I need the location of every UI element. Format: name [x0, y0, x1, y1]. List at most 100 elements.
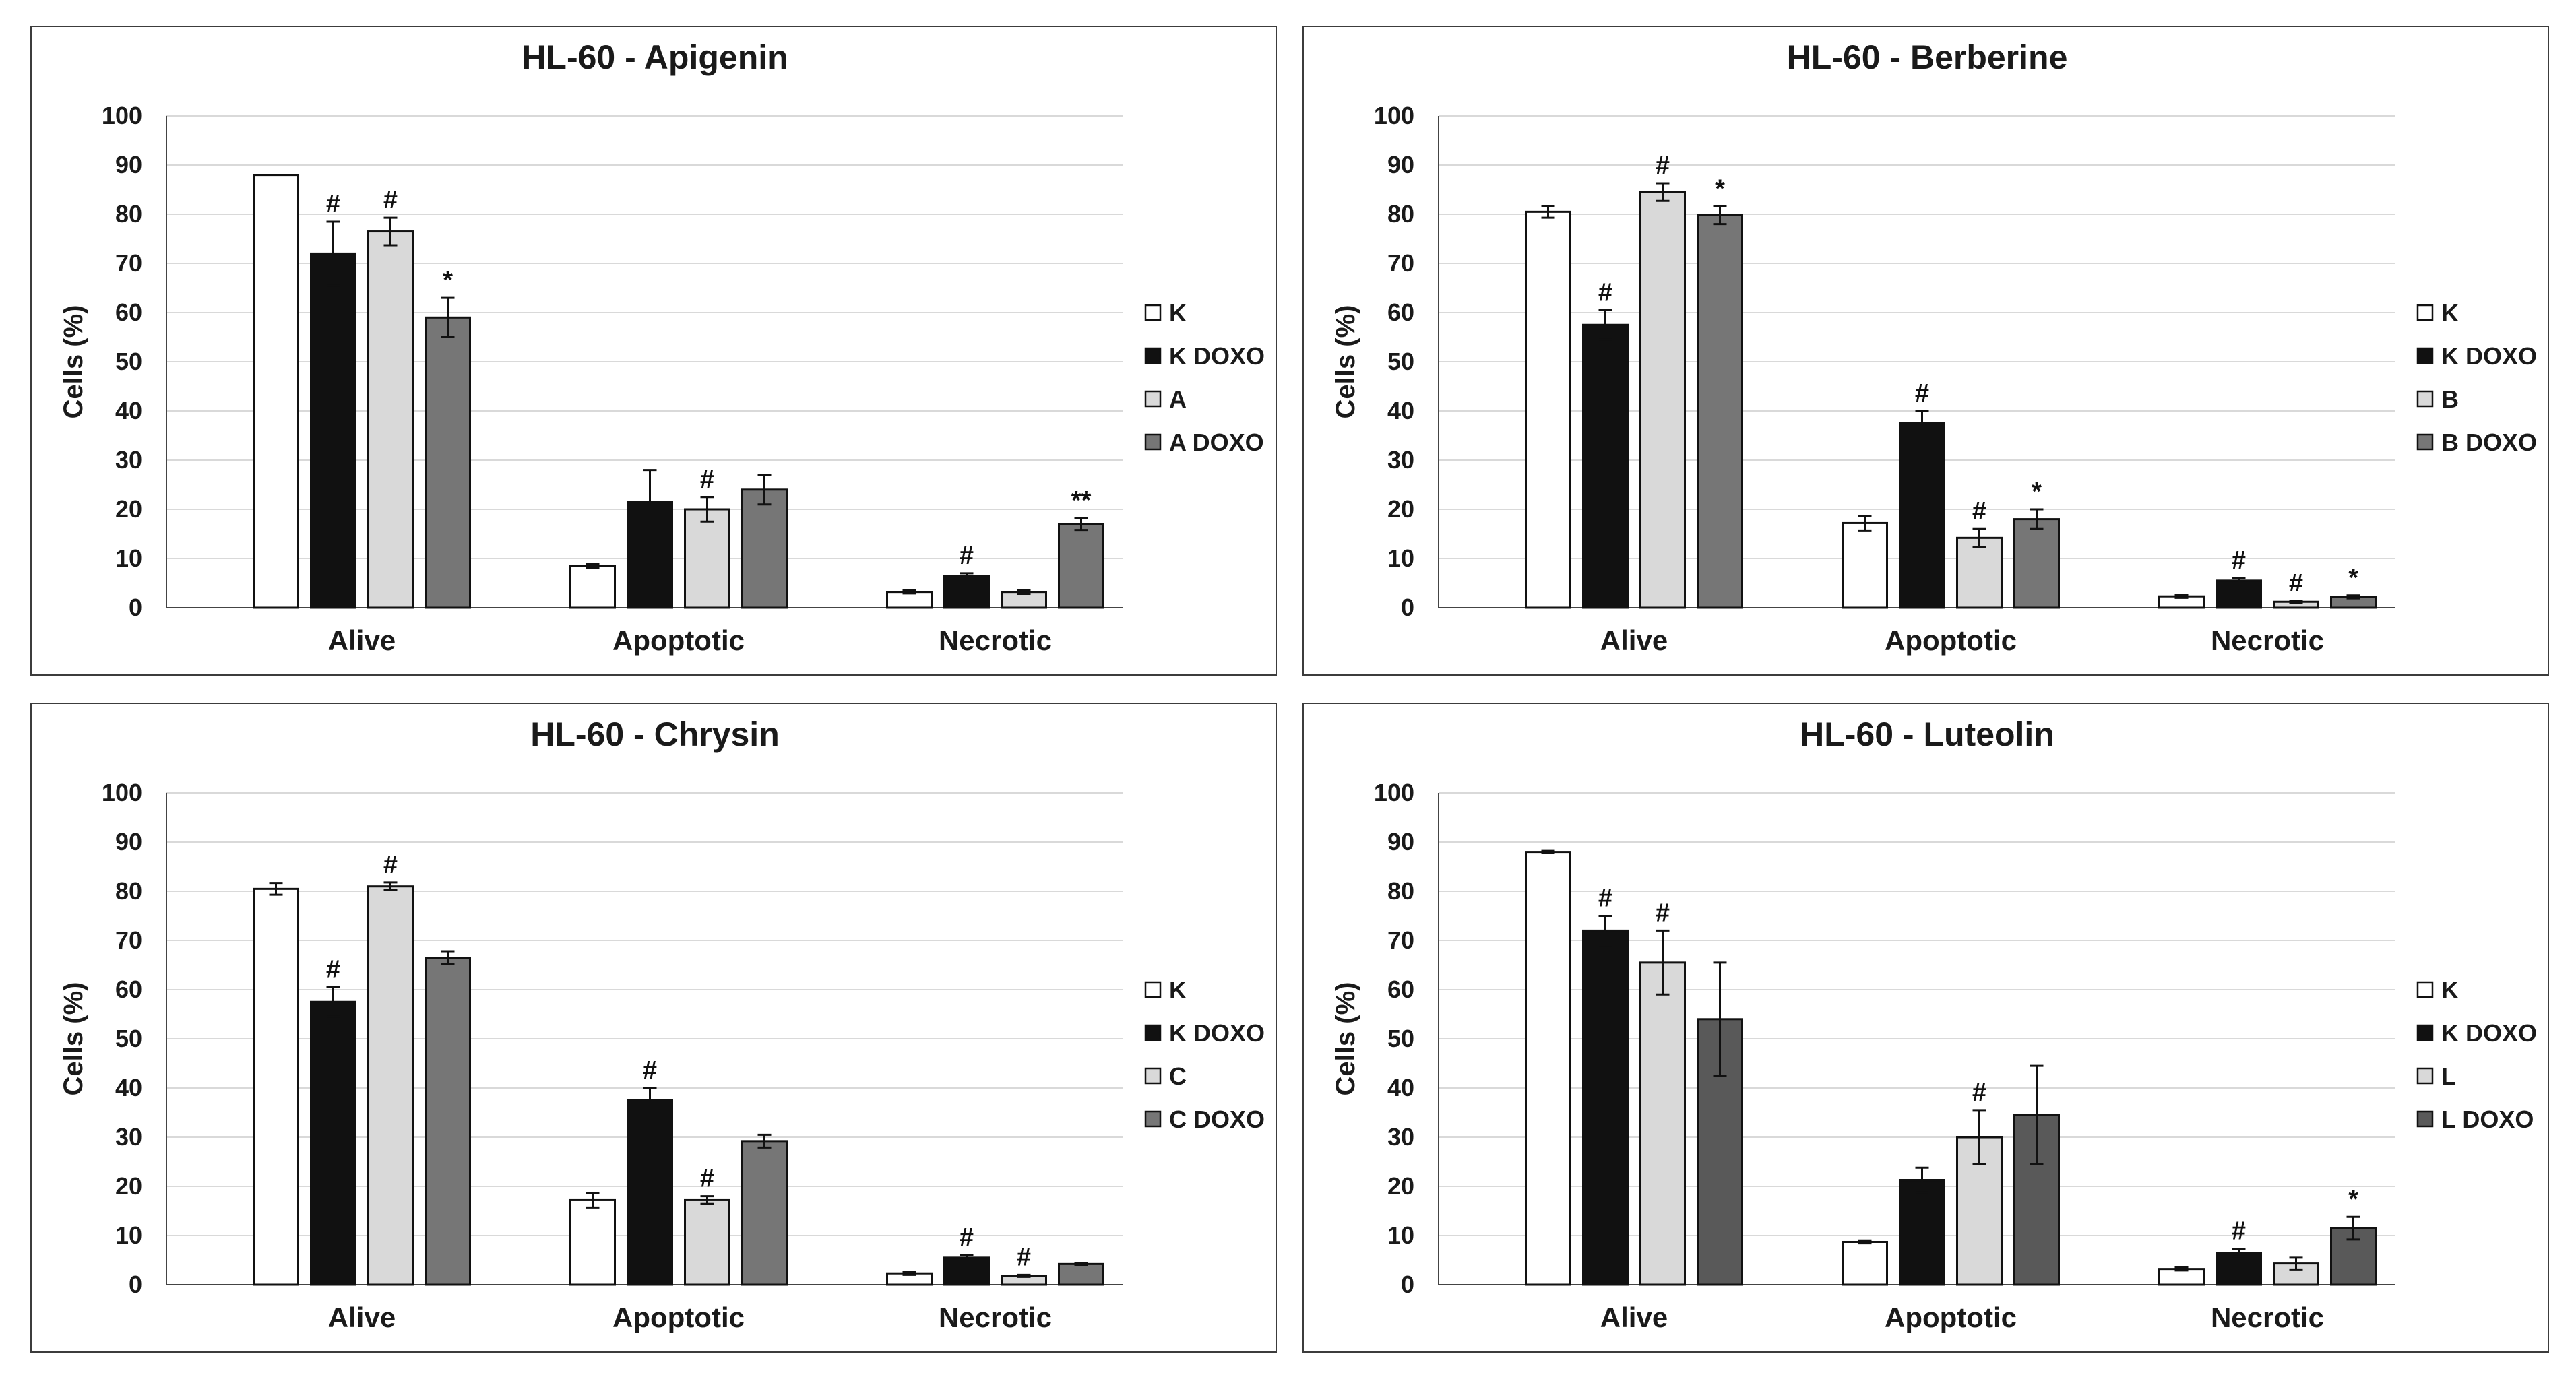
significance-mark: * — [2348, 1185, 2358, 1213]
x-category-label: Alive — [1600, 624, 1668, 656]
chart-svg: HL-60 - Chrysin 0 10 20 30 40 50 60 70 80 90 100 Cel… — [59, 715, 1265, 1333]
legend-label: K DOXO — [2441, 342, 2537, 370]
chart-svg: HL-60 - Apigenin 0 10 20 30 40 50 60 70 80 90 100 Ce… — [59, 38, 1265, 656]
y-tick-label: 90 — [115, 151, 142, 179]
y-tick-label: 30 — [115, 446, 142, 474]
significance-mark: # — [1598, 278, 1612, 307]
legend-swatch — [1144, 433, 1162, 451]
bar-k — [569, 1198, 616, 1286]
bar-k — [569, 565, 616, 609]
x-category-label: Necrotic — [2211, 1302, 2324, 1333]
legend-label: A — [1169, 385, 1187, 413]
bar-l — [1639, 961, 1686, 1286]
chart-panel-apigenin: HL-60 - Apigenin 0 10 20 30 40 50 60 70 80 90 100 Ce… — [30, 26, 1277, 676]
bar-l — [2273, 1262, 2319, 1286]
bar-k-doxo — [310, 1000, 356, 1286]
y-axis-label: Cells (%) — [1331, 305, 1360, 419]
bar-a — [684, 508, 730, 609]
y-tick-label: 20 — [1387, 1172, 1414, 1200]
significance-mark: # — [1656, 152, 1670, 180]
y-tick-label: 50 — [115, 348, 142, 375]
legend-swatch — [2416, 390, 2434, 408]
y-tick-label: 100 — [1374, 102, 1414, 129]
bar-c-doxo — [1058, 1262, 1104, 1286]
x-category-label: Alive — [328, 1302, 396, 1333]
y-tick-label: 20 — [1387, 495, 1414, 523]
significance-mark: # — [1656, 899, 1670, 927]
y-tick-label: 60 — [115, 975, 142, 1003]
x-category-label: Necrotic — [2211, 624, 2324, 656]
legend-swatch — [2416, 304, 2434, 321]
y-tick-label: 0 — [129, 594, 142, 621]
bar-k-doxo — [943, 575, 990, 609]
significance-mark: # — [383, 851, 398, 879]
significance-mark: * — [1715, 174, 1725, 203]
y-tick-label: 90 — [115, 828, 142, 856]
y-tick-label: 10 — [115, 544, 142, 572]
y-tick-label: 100 — [102, 779, 142, 806]
y-tick-label: 20 — [115, 495, 142, 523]
significance-mark: # — [700, 1165, 714, 1193]
legend-swatch — [2416, 433, 2434, 451]
legend-label: B DOXO — [2441, 428, 2537, 456]
y-tick-label: 0 — [1401, 1271, 1414, 1298]
y-tick-label: 70 — [115, 926, 142, 954]
y-tick-label: 50 — [1387, 348, 1414, 375]
bar-b-doxo — [2013, 518, 2060, 609]
legend-swatch — [1144, 304, 1162, 321]
significance-mark: # — [1972, 1079, 1986, 1107]
bar-k — [253, 887, 299, 1286]
significance-mark: # — [1017, 1243, 1031, 1271]
significance-mark: # — [700, 466, 714, 494]
y-tick-label: 50 — [1387, 1025, 1414, 1052]
y-tick-label: 30 — [115, 1123, 142, 1151]
y-tick-label: 10 — [1387, 544, 1414, 572]
y-tick-label: 60 — [115, 298, 142, 326]
legend-label: L DOXO — [2441, 1105, 2534, 1133]
chart-svg: HL-60 - Berberine 0 10 20 30 40 50 60 70 80 90 100 C… — [1331, 38, 2537, 656]
bar-l-doxo — [1697, 1018, 1743, 1286]
bar-a — [367, 230, 414, 609]
significance-mark: ** — [1071, 486, 1092, 515]
bar-b-doxo — [1697, 214, 1743, 609]
x-category-label: Necrotic — [939, 1302, 1052, 1333]
legend-swatch — [1144, 347, 1162, 364]
y-tick-label: 20 — [115, 1172, 142, 1200]
bar-k — [1525, 210, 1571, 609]
chart-panel-luteolin: HL-60 - Luteolin 0 10 20 30 40 50 60 70 80 90 100 Ce… — [1302, 703, 2549, 1353]
legend-label: K DOXO — [2441, 1019, 2537, 1047]
bar-b — [1956, 536, 2003, 609]
bar-b — [1639, 191, 1686, 609]
legend-swatch — [2416, 981, 2434, 998]
legend-label: A DOXO — [1169, 428, 1264, 456]
legend-label: K DOXO — [1169, 1019, 1265, 1047]
legend-swatch — [1144, 1024, 1162, 1041]
significance-mark: # — [1598, 885, 1612, 913]
significance-mark: # — [1972, 497, 1986, 525]
chart-title: HL-60 - Apigenin — [522, 38, 788, 76]
y-axis-label: Cells (%) — [59, 982, 88, 1096]
significance-mark: # — [960, 1223, 974, 1252]
x-category-label: Apoptotic — [1885, 1302, 2017, 1333]
legend-label: K — [2441, 299, 2459, 327]
y-tick-label: 60 — [1387, 298, 1414, 326]
legend-label: K — [1169, 976, 1187, 1004]
bar-k-doxo — [627, 1099, 673, 1286]
y-tick-label: 0 — [129, 1271, 142, 1298]
legend-swatch — [2416, 1110, 2434, 1128]
y-tick-label: 30 — [1387, 446, 1414, 474]
chart-panel-berberine: HL-60 - Berberine 0 10 20 30 40 50 60 70 80 90 100 C… — [1302, 26, 2549, 676]
legend-label: C — [1169, 1062, 1187, 1090]
y-tick-label: 80 — [1387, 200, 1414, 228]
legend-swatch — [1144, 1110, 1162, 1128]
y-tick-label: 80 — [115, 877, 142, 905]
bar-k-doxo — [943, 1256, 990, 1286]
significance-mark: # — [383, 186, 398, 214]
legend-label: B — [2441, 385, 2459, 413]
bar-k-doxo — [1899, 1179, 1945, 1286]
y-axis-label: Cells (%) — [1331, 982, 1360, 1096]
significance-mark: # — [326, 190, 340, 218]
y-tick-label: 100 — [102, 102, 142, 129]
chart-title: HL-60 - Chrysin — [530, 715, 780, 753]
y-tick-label: 60 — [1387, 975, 1414, 1003]
